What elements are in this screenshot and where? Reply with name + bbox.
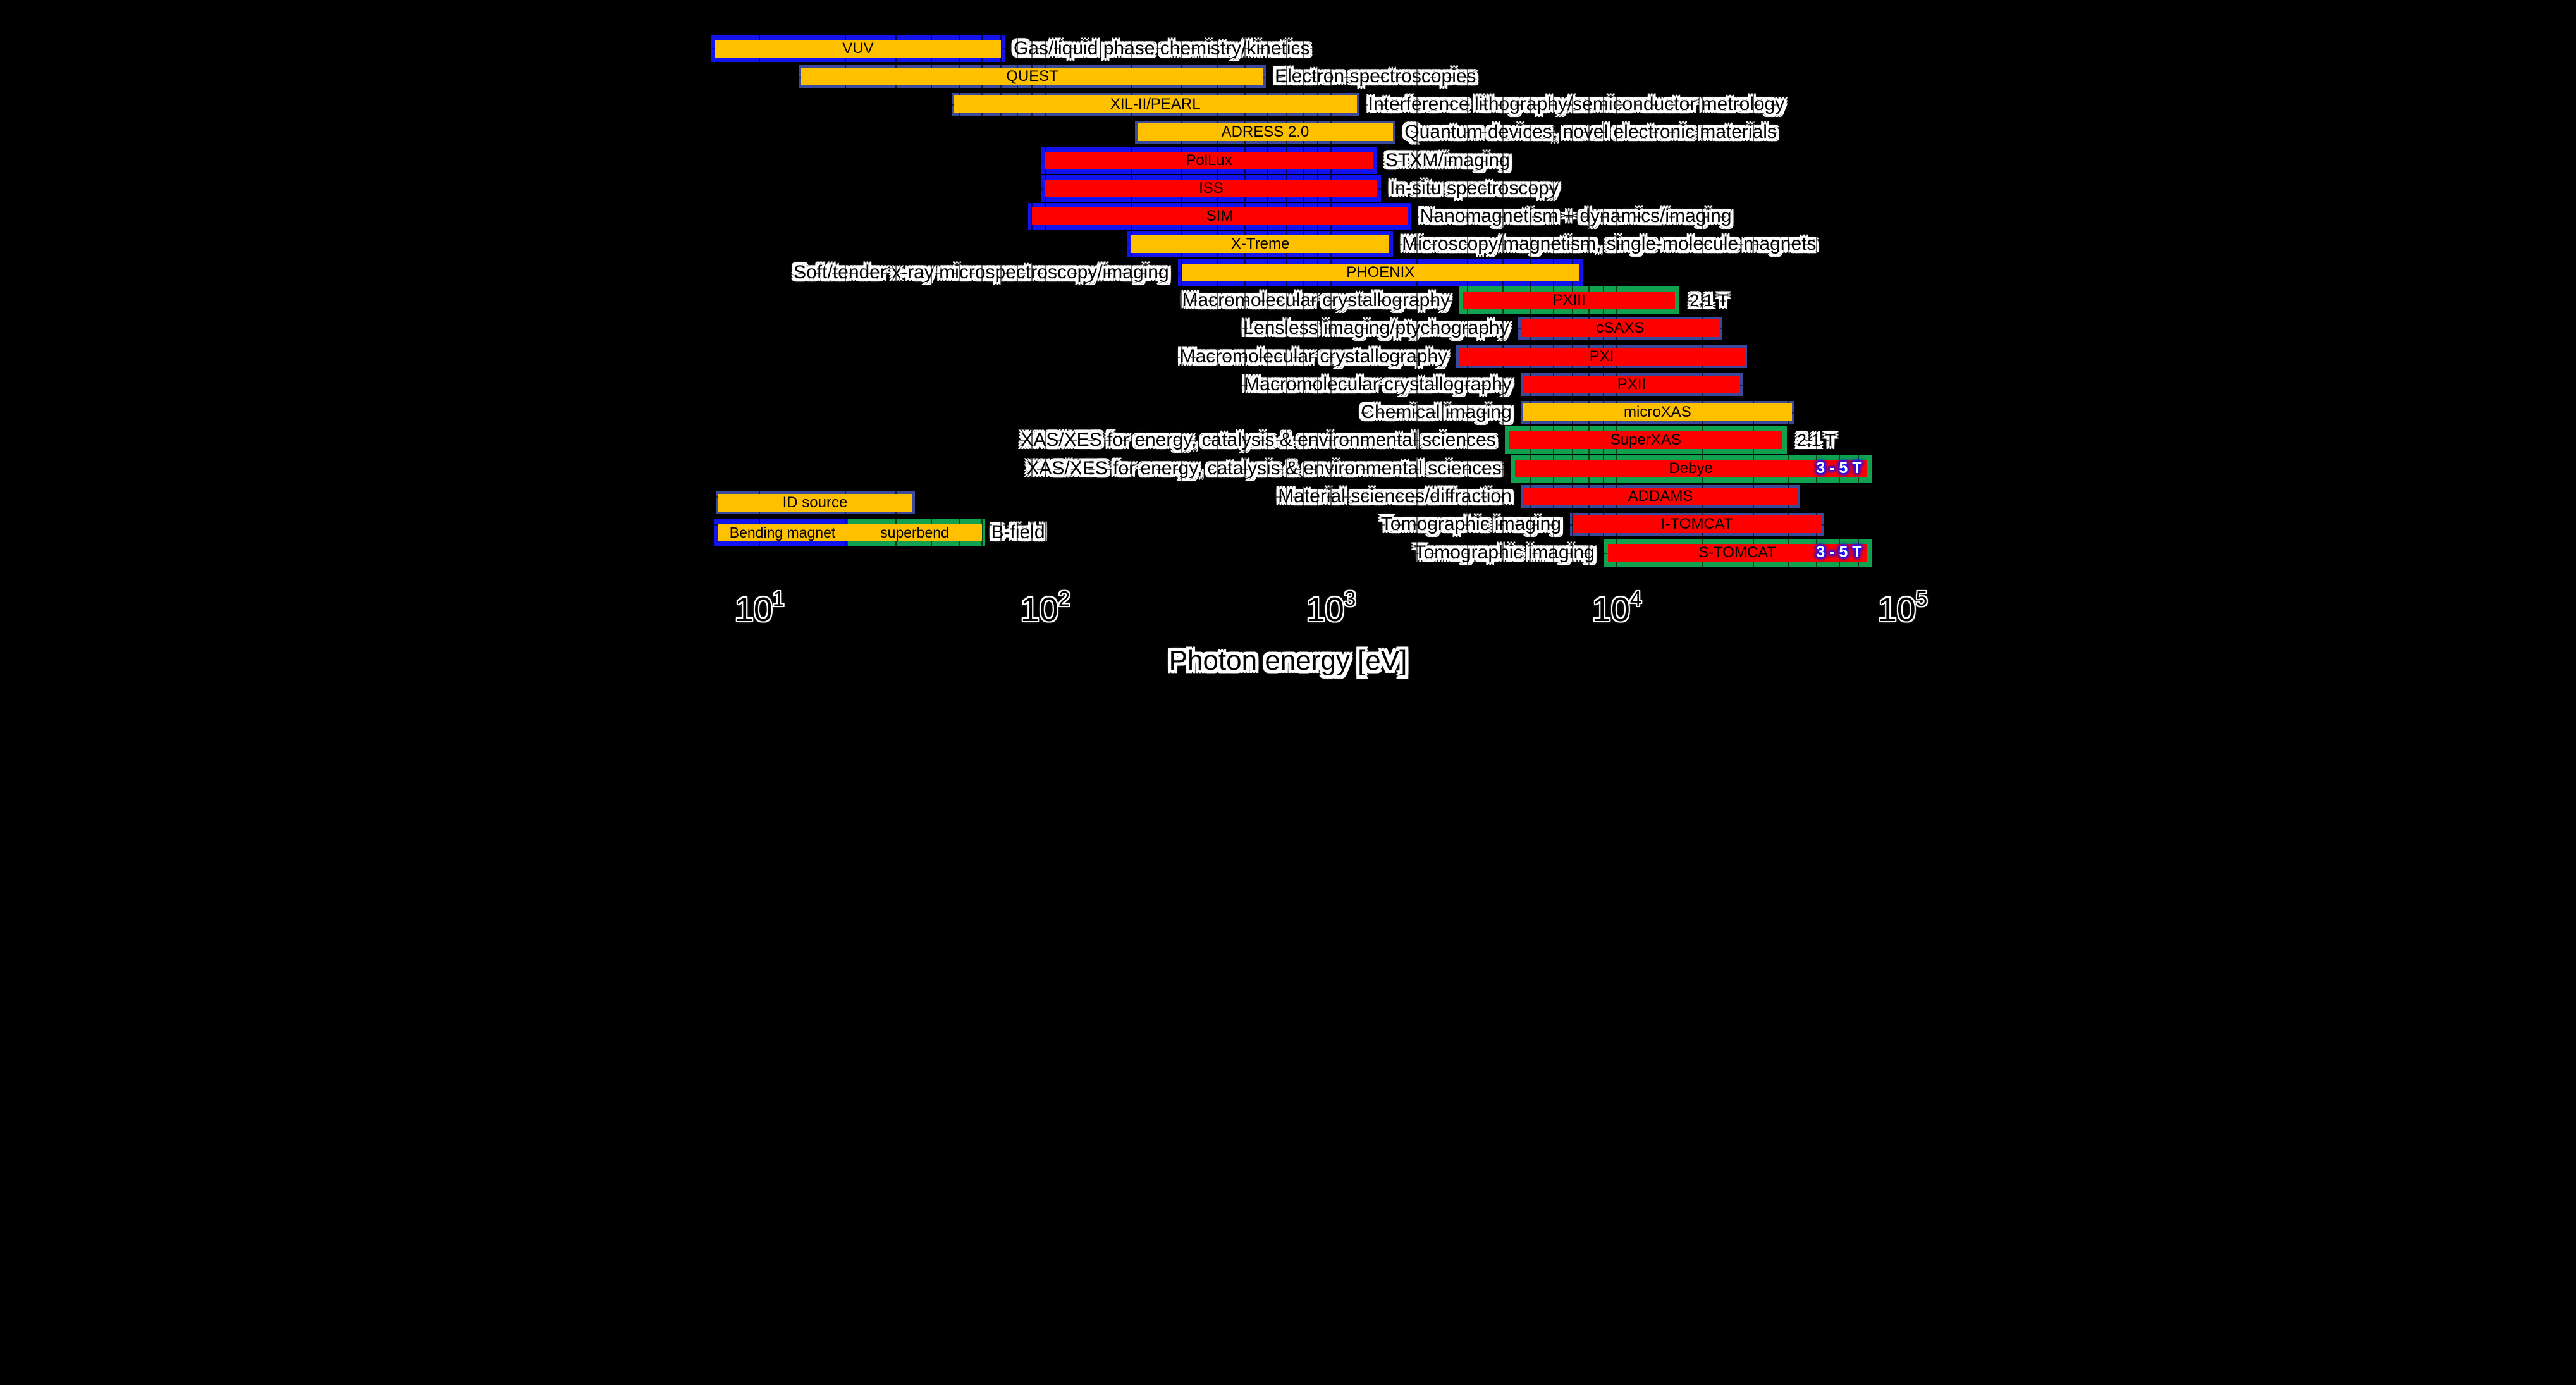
bar-label-pxiii: PXIII [1552,292,1586,309]
bar-pollux: PolLux [1045,151,1373,169]
tick-exponent: 1 [772,587,785,610]
tick-base: 10 [1020,591,1058,629]
desc-adress-2-0: Quantum devices, novel electronic materi… [1404,121,1777,143]
field-label-pxiii: 2.1 T [1690,290,1729,310]
legend-bending-magnet-label: Bending magnet [729,524,836,541]
bar-label-pxii: PXII [1617,375,1647,393]
legend-bending-superbend-bar [717,524,982,541]
bar-csaxs: cSAXS [1520,319,1720,338]
bar-pxii: PXII [1523,375,1740,393]
bar-label-superxas: SuperXAS [1610,431,1681,449]
bar-label-debye: Debye [1669,459,1713,477]
tick-exponent: 5 [1915,587,1928,610]
bar-vuv: VUV [715,39,1001,58]
desc-xil-ii-pearl: Interference lithography/semiconductor m… [1368,94,1785,115]
field-badge-debye: 3 - 5 T [1816,459,1862,477]
tick-exponent: 4 [1629,587,1642,610]
legend-superbend-label: superbend [880,524,949,541]
beamline-energy-chart: Gas/liquid phase chemistry/kinetics Elect… [644,0,1932,692]
bar-sim: SIM [1032,207,1408,226]
bar-label-microxas: microXAS [1624,403,1691,421]
bar-label-xil-ii-pearl: XIL-II/PEARL [1110,95,1201,113]
chart-bars: VUV QUEST XIL-II/PEARL ADRESS 2.0 PolLux ISS S… [644,0,1932,692]
legend-id-source-label: ID source [782,494,848,511]
bar-superxas: SuperXAS [1509,431,1783,450]
desc-s-tomcat: Tomographic imaging [1414,541,1595,563]
x-axis-title: Photon energy [eV] [1168,645,1408,676]
bar-label-pollux: PolLux [1186,151,1232,169]
bar-label-addams: ADDAMS [1628,487,1693,505]
bar-label-quest: QUEST [1006,67,1058,85]
bar-label-iss: ISS [1199,179,1224,197]
bar-x-treme: X-Treme [1131,235,1390,254]
bar-iss: ISS [1045,179,1377,197]
tick-label-10e5: 105 [1878,587,1927,629]
desc-quest: Electron spectroscopies [1275,65,1476,87]
bar-debye: Debye 3 - 5 T [1514,459,1867,477]
tick-label-10e2: 102 [1021,587,1070,629]
bar-adress-2-0: ADRESS 2.0 [1137,123,1394,142]
bar-label-phoenix: PHOENIX [1346,263,1415,281]
desc-sim: Nanomagnetism + dynamics/imaging [1420,206,1732,227]
field-badge-s-tomcat: 3 - 5 T [1816,543,1862,562]
desc-addams: Material sciences/diffraction [1278,485,1512,507]
legend-id-source-bar: ID source [718,494,912,512]
bar-s-tomcat: S-TOMCAT 3 - 5 T [1607,543,1867,562]
desc-csaxs: Lensless imaging/ptychography [1243,317,1509,339]
tick-label-10e1: 101 [735,587,784,629]
bar-label-csaxs: cSAXS [1596,319,1645,337]
bar-label-sim: SIM [1206,207,1234,225]
tick-exponent: 2 [1058,587,1070,610]
bar-i-tomcat: I-TOMCAT [1572,515,1822,534]
desc-debye: XAS/XES for energy, catalysis & environm… [1026,457,1502,479]
bar-quest: QUEST [801,67,1264,85]
bar-xil-ii-pearl: XIL-II/PEARL [954,95,1357,114]
tick-label-10e3: 103 [1306,587,1356,629]
tick-exponent: 3 [1344,587,1356,610]
tick-base: 10 [1306,591,1344,629]
bar-label-s-tomcat: S-TOMCAT [1698,543,1777,561]
bar-label-adress-2-0: ADRESS 2.0 [1221,123,1309,141]
tick-base: 10 [1877,591,1916,629]
tick-base: 10 [1592,591,1630,629]
tick-base: 10 [734,591,773,629]
desc-vuv: Gas/liquid phase chemistry/kinetics [1013,37,1310,59]
desc-x-treme: Microscopy/magnetism, single-molecule ma… [1402,233,1817,255]
bar-pxiii: PXIII [1463,292,1676,310]
bar-label-pxi: PXI [1589,347,1614,365]
desc-pxiii: Macromolecular crystallography [1182,290,1451,311]
bar-addams: ADDAMS [1523,487,1798,505]
bar-pxi: PXI [1459,347,1745,366]
tick-label-10e4: 104 [1592,587,1641,629]
bar-phoenix: PHOENIX [1181,263,1579,281]
bar-label-vuv: VUV [842,39,874,57]
desc-pollux: STXM/imaging [1385,149,1510,171]
bar-label-i-tomcat: I-TOMCAT [1660,515,1733,533]
desc-pxi: Macromolecular crystallography [1179,345,1448,367]
bar-microxas: microXAS [1523,403,1792,422]
desc-microxas: Chemical imaging [1361,402,1512,423]
bar-label-x-treme: X-Treme [1230,235,1290,253]
